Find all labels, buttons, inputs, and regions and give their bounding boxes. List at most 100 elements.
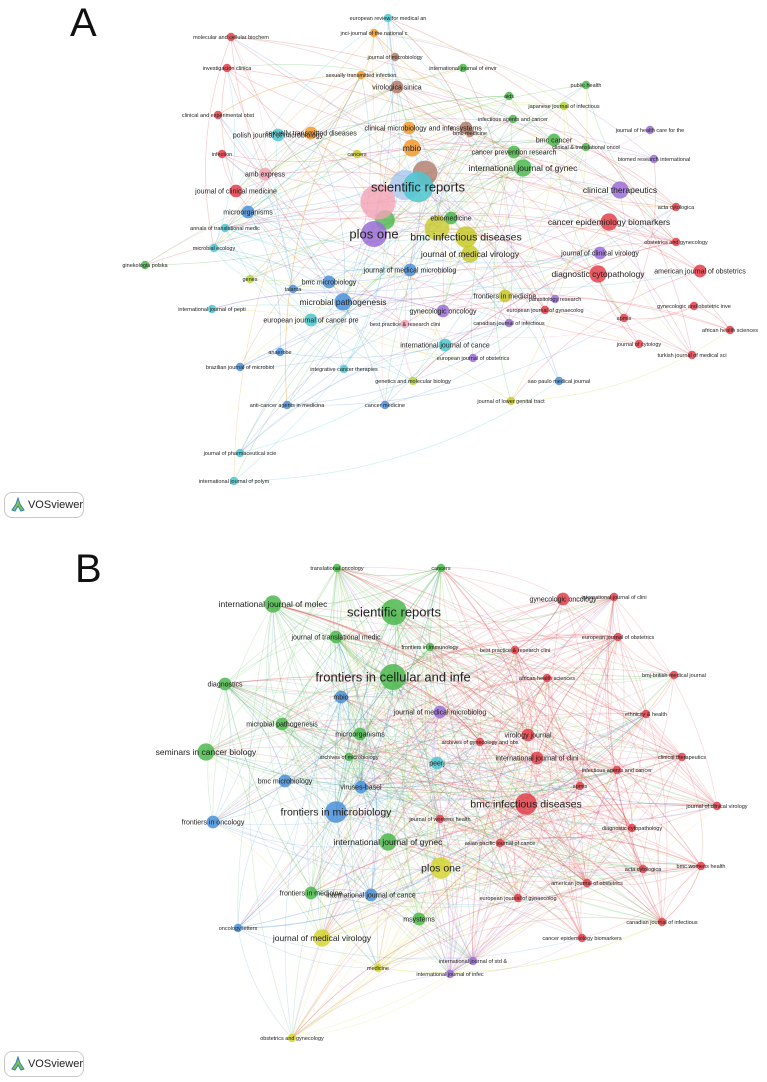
network-edge: [285, 74, 362, 406]
network-edge: [284, 741, 481, 783]
network-edge: [440, 567, 564, 600]
network-edge: [335, 636, 481, 743]
journal-node-label: journal of medical virology: [272, 933, 372, 943]
network-edge: [536, 636, 619, 759]
network-edge: [281, 723, 702, 867]
network-edge: [348, 711, 441, 758]
network-edge: [569, 785, 583, 939]
network-edge: [310, 118, 655, 160]
journal-node-label: journal of translational medic: [290, 634, 381, 641]
network-edge: [360, 786, 718, 825]
network-edge: [436, 757, 718, 807]
journal-node-label: amb express: [245, 171, 286, 178]
network-edge: [370, 868, 644, 905]
network-edge: [321, 880, 588, 939]
network-edge: [340, 635, 619, 698]
network-edge: [237, 567, 442, 929]
network-edge: [205, 567, 442, 753]
network-edge: [307, 696, 342, 894]
network-edge: [616, 769, 633, 829]
journal-node: [278, 774, 292, 788]
journal-node-label: international journal of polym: [199, 479, 270, 485]
network-edge: [418, 803, 527, 920]
network-edge: [439, 711, 663, 923]
network-edge: [310, 674, 675, 894]
vosviewer-badge-a: VOSviewer: [4, 492, 84, 518]
network-panel-a: european review for medical an jnci-journ…: [70, 1, 758, 486]
network-edge: [522, 167, 693, 356]
network-edge: [224, 217, 599, 275]
network-edge: [224, 683, 644, 870]
journal-node: [369, 28, 379, 38]
network-edge: [291, 973, 451, 1039]
network-edge: [449, 677, 548, 975]
network-edge: [224, 679, 529, 736]
vosviewer-badge-b: VOSviewer: [4, 1051, 84, 1077]
network-edge: [281, 567, 442, 725]
vosviewer-badge-text: VOSviewer: [27, 499, 83, 511]
network-edge: [272, 603, 451, 975]
network-edge: [205, 729, 361, 753]
journal-node-label: international journal of cance: [400, 342, 490, 349]
journal-node-label: journal of clinical virology: [560, 250, 639, 257]
network-edge: [439, 818, 474, 962]
network-edge: [536, 746, 683, 759]
journal-node-label: canadian journal of infectious: [473, 321, 544, 327]
network-edge: [284, 780, 474, 962]
network-edge: [360, 781, 633, 829]
network-edge: [226, 67, 406, 325]
journal-node: [425, 642, 435, 652]
journal-node-label: cancer prevention research: [472, 149, 557, 156]
journal-node: [287, 1033, 297, 1043]
journal-node-label: msystems: [450, 125, 482, 132]
network-edge: [284, 780, 372, 896]
network-edge: [472, 677, 548, 962]
network-edge: [619, 189, 693, 356]
network-edge: [310, 868, 644, 908]
network-edge: [450, 84, 587, 219]
network-edge: [336, 567, 474, 962]
network-edge: [310, 293, 731, 331]
network-edge: [373, 230, 599, 275]
network-edge: [217, 74, 362, 116]
network-edge: [393, 596, 615, 623]
network-edge: [373, 32, 514, 120]
journal-node-label: polish journal of microbiology: [233, 132, 324, 139]
network-edge: [239, 127, 467, 368]
network-edge: [212, 677, 548, 823]
network-edge: [342, 266, 599, 303]
journal-node: [611, 181, 629, 199]
network-edge: [226, 67, 701, 272]
network-edge: [536, 757, 588, 884]
network-edge: [429, 646, 644, 870]
journal-node-label: bmc cancer: [536, 137, 573, 144]
network-edge: [335, 811, 519, 899]
journal-node: [438, 338, 452, 352]
journal-node-label: american journal of obstetrics: [654, 268, 746, 275]
network-edge: [335, 810, 501, 844]
network-edge: [292, 206, 677, 292]
network-edge: [377, 611, 414, 969]
network-edge: [384, 214, 701, 272]
network-edge: [393, 611, 644, 870]
network-edge: [359, 733, 441, 820]
journal-node: [461, 245, 479, 263]
network-edge: [336, 567, 516, 651]
network-edge: [335, 636, 431, 651]
network-edge: [472, 295, 506, 359]
journal-node: [540, 305, 550, 315]
journal-node-label: journal of microbiology: [366, 55, 422, 61]
network-edge: [277, 74, 362, 136]
network-edge: [310, 32, 375, 134]
network-edge: [387, 841, 583, 939]
network-edge: [213, 247, 251, 280]
journal-node-label: cancers: [431, 566, 451, 572]
network-edge: [348, 598, 564, 758]
network-edge: [335, 636, 364, 788]
network-edge: [342, 297, 510, 324]
network-edge: [272, 603, 395, 618]
network-edge: [321, 842, 501, 939]
network-edge: [272, 603, 538, 759]
network-edge: [396, 86, 677, 243]
network-edge: [499, 836, 702, 867]
